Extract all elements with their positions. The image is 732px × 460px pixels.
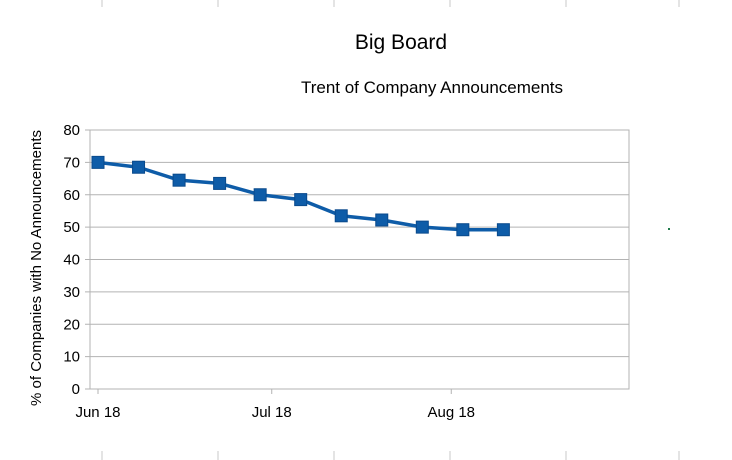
y-tick-label: 0 [72, 381, 80, 398]
data-point [91, 155, 105, 169]
y-tick-label: 70 [63, 154, 80, 171]
data-point [253, 188, 267, 202]
data-point [294, 193, 308, 207]
x-tick-label: Jun 18 [75, 404, 120, 421]
series-group [91, 155, 510, 237]
x-tick-label: Jul 18 [252, 404, 292, 421]
gridlines [90, 161, 629, 358]
data-point [172, 173, 186, 187]
data-point [415, 220, 429, 234]
data-point [334, 209, 348, 223]
data-point [375, 213, 389, 227]
y-axis-label: % of Companies with No Announcements [28, 130, 45, 406]
top-border-ticks [101, 0, 680, 7]
y-tick-label: 40 [63, 252, 80, 269]
y-tick-label: 20 [63, 316, 80, 333]
y-tick-label: 60 [63, 187, 80, 204]
bottom-border-ticks [101, 451, 680, 460]
y-tick-label: 80 [63, 122, 80, 139]
y-tick-label: 50 [63, 219, 80, 236]
data-point [456, 223, 470, 237]
data-point [496, 223, 510, 237]
y-tick-label: 10 [63, 349, 80, 366]
chart-subtitle: Trent of Company Announcements [301, 78, 563, 97]
x-axis-ticks: Jun 18 Jul 18 Aug 18 [75, 389, 475, 421]
x-tick-label: Aug 18 [427, 404, 475, 421]
data-point [132, 160, 146, 174]
y-tick-label: 30 [63, 284, 80, 301]
data-point [213, 176, 227, 190]
chart-title: Big Board [355, 31, 447, 54]
y-axis-ticks: 0 10 20 30 40 50 60 70 80 [63, 122, 90, 398]
stray-dot [668, 228, 670, 230]
